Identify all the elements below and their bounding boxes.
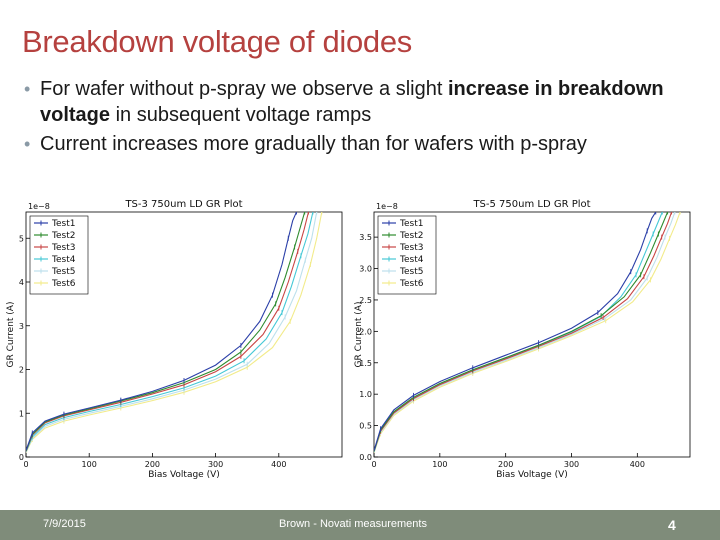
legend-box xyxy=(29,215,89,295)
series-line-test6 xyxy=(374,212,681,453)
slide-title: Breakdown voltage of diodes xyxy=(22,24,412,59)
bullet-dot-icon: • xyxy=(24,79,31,99)
axis-scale-label: 1e−8 xyxy=(28,202,50,211)
y-tick-label: 3.5 xyxy=(359,233,372,242)
chart-title: TS-5 750um LD GR Plot xyxy=(472,199,590,210)
x-axis-label: Bias Voltage (V) xyxy=(148,470,220,480)
y-tick-label: 4 xyxy=(19,278,24,287)
y-tick-label: 2.0 xyxy=(359,327,372,336)
bullet-dot-icon: • xyxy=(24,134,31,154)
x-tick-label: 100 xyxy=(432,460,447,469)
series-line-test6 xyxy=(26,212,323,453)
series-line-test3 xyxy=(26,212,310,452)
footer-date: 7/9/2015 xyxy=(43,518,86,530)
bullet-text: For wafer without p-spray we observe a s… xyxy=(40,78,448,100)
bullet-list: • For wafer without p-spray we observe a… xyxy=(22,76,712,160)
bullet-item: • Current increases more gradually than … xyxy=(22,131,712,157)
x-axis-label: Bias Voltage (V) xyxy=(496,470,568,480)
y-tick-label: 2.5 xyxy=(359,296,372,305)
series-line-test1 xyxy=(374,212,657,451)
page-number: 4 xyxy=(668,517,676,533)
legend-label-test1: Test1 xyxy=(399,219,423,229)
series-line-test3 xyxy=(374,212,673,452)
legend-label-test4: Test4 xyxy=(399,255,424,265)
legend-label-test3: Test3 xyxy=(399,243,423,253)
legend-label-test2: Test2 xyxy=(399,231,423,241)
bullet-item: • For wafer without p-spray we observe a… xyxy=(22,76,712,128)
x-tick-label: 300 xyxy=(564,460,579,469)
series-line-test1 xyxy=(26,212,298,451)
bullet-text-end: in subsequent voltage ramps xyxy=(110,104,372,126)
x-tick-label: 100 xyxy=(82,460,97,469)
legend-label-test5: Test5 xyxy=(51,267,75,277)
y-tick-label: 2 xyxy=(19,366,24,375)
y-axis-label: GR Current (A) xyxy=(6,302,16,368)
x-tick-label: 0 xyxy=(23,460,28,469)
y-tick-label: 0 xyxy=(19,453,24,462)
x-tick-label: 200 xyxy=(498,460,513,469)
bullet-emphasis: increase in breakdown voltage xyxy=(40,78,664,126)
y-tick-label: 5 xyxy=(19,234,24,243)
x-tick-label: 400 xyxy=(271,460,286,469)
gr-plot-ts3: TS-3 750um LD GR Plot 1e−8 Bias Voltage (V… xyxy=(6,199,343,480)
x-tick-label: 300 xyxy=(208,460,223,469)
legend-label-test1: Test1 xyxy=(51,219,75,229)
y-tick-label: 1 xyxy=(19,409,24,418)
y-tick-label: 0.5 xyxy=(359,422,372,431)
legend-label-test5: Test5 xyxy=(399,267,423,277)
y-axis-label: GR Current (A) xyxy=(354,302,364,368)
bullet-text: Current increases more gradually than fo… xyxy=(40,133,587,155)
series-line-test5 xyxy=(374,212,676,453)
footer-bar xyxy=(0,510,720,540)
y-tick-label: 3 xyxy=(19,322,24,331)
footer-center-text: Brown - Novati measurements xyxy=(279,518,427,530)
series-line-test4 xyxy=(26,212,314,453)
series-line-test2 xyxy=(26,212,306,452)
axis-scale-label: 1e−8 xyxy=(376,202,398,211)
x-tick-label: 400 xyxy=(630,460,645,469)
y-tick-label: 0.0 xyxy=(359,453,372,462)
series-group xyxy=(26,212,323,453)
y-tick-label: 1.5 xyxy=(359,359,372,368)
series-group xyxy=(374,212,681,453)
y-tick-label: 1.0 xyxy=(359,390,372,399)
legend-label-test6: Test6 xyxy=(399,279,424,289)
gr-plot-ts5: TS-5 750um LD GR Plot 1e−8 Bias Voltage (V… xyxy=(354,199,691,480)
legend-label-test3: Test3 xyxy=(51,243,75,253)
legend-label-test2: Test2 xyxy=(51,231,75,241)
y-tick-label: 3.0 xyxy=(359,265,372,274)
chart-title: TS-3 750um LD GR Plot xyxy=(124,199,242,210)
x-tick-label: 0 xyxy=(371,460,376,469)
legend-label-test6: Test6 xyxy=(51,279,76,289)
series-line-test2 xyxy=(374,212,669,452)
legend-label-test4: Test4 xyxy=(51,255,76,265)
legend-box xyxy=(377,215,437,295)
x-tick-label: 200 xyxy=(145,460,160,469)
series-line-test5 xyxy=(26,212,318,453)
